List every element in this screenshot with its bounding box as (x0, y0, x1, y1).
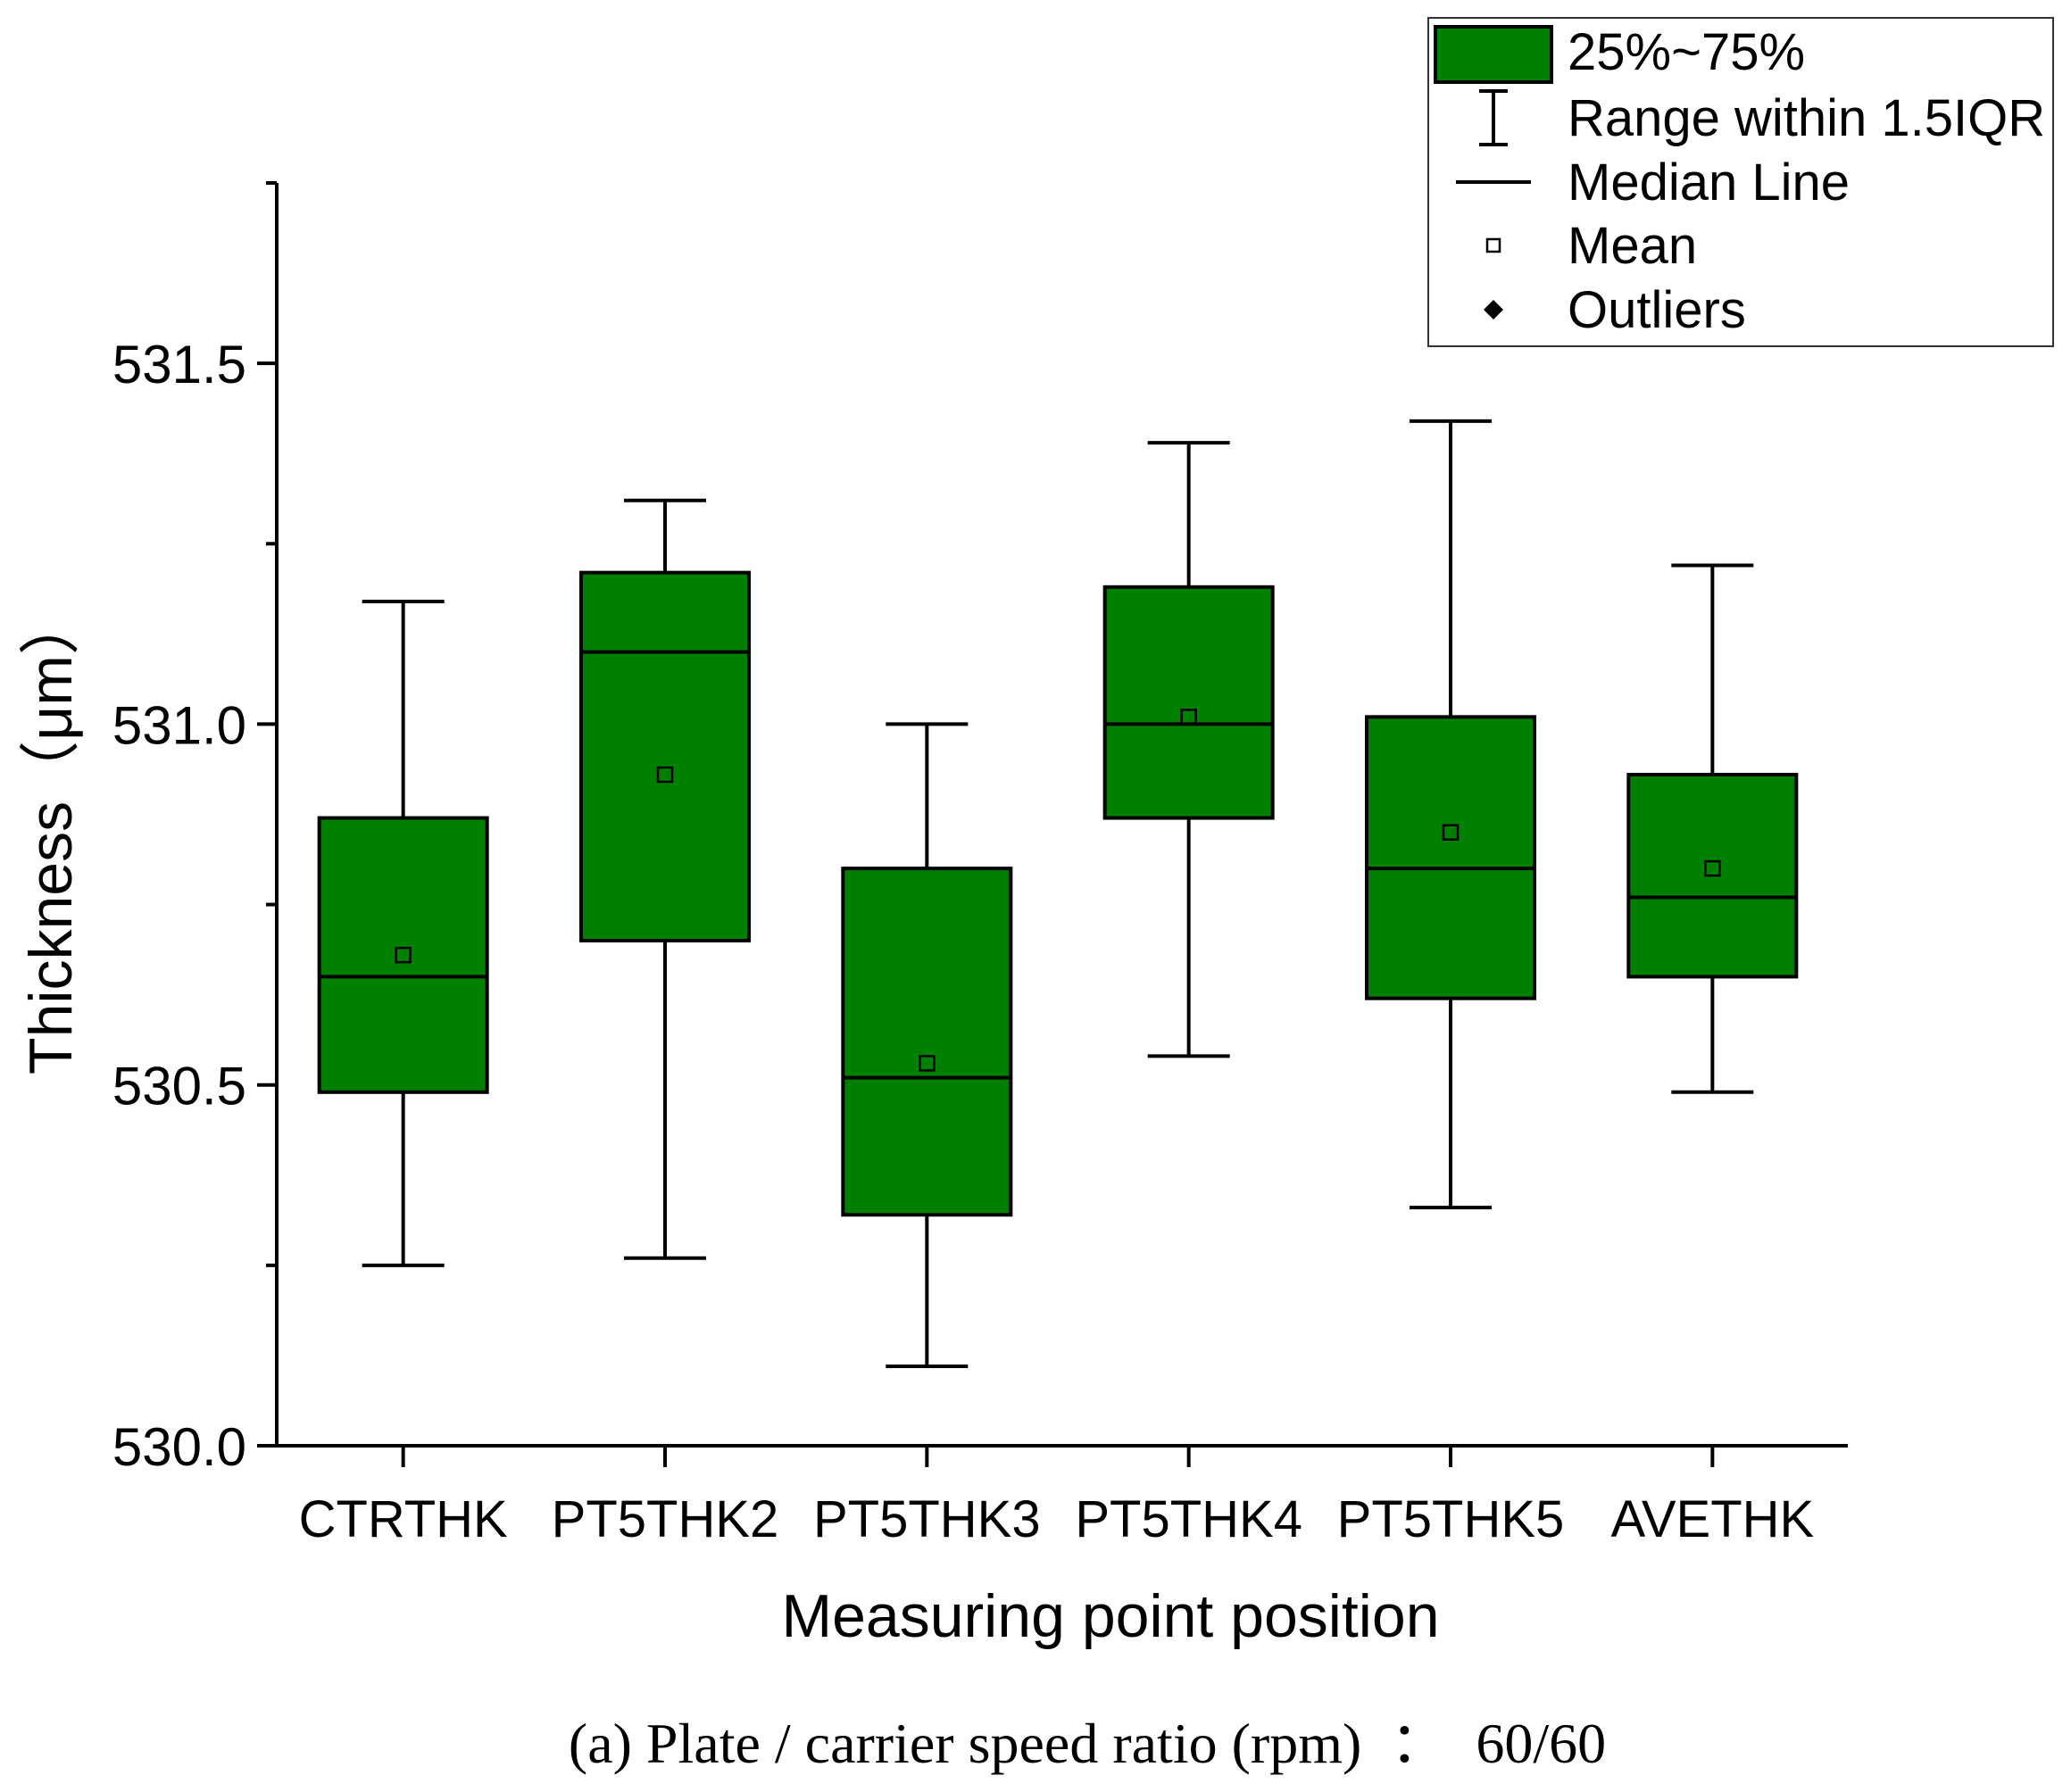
iqr-box (1365, 715, 1536, 1000)
iqr-box (579, 570, 751, 943)
box-pt5thk3 (841, 722, 1013, 1369)
legend-outlier-marker (1484, 300, 1503, 319)
y-tick-label: 530.5 (112, 1057, 246, 1116)
mean-marker (919, 1055, 936, 1072)
iqr-box (841, 867, 1013, 1217)
box-pt5thk4 (1102, 441, 1275, 1058)
box-ctrthk (317, 599, 489, 1267)
x-tick-label: PT5THK3 (813, 1490, 1041, 1548)
iqr-box (1626, 773, 1799, 979)
box-pt5thk5 (1365, 419, 1536, 1210)
legend-label: Outliers (1568, 281, 1746, 339)
y-tick-label: 530.0 (112, 1417, 246, 1477)
legend-label: 25%~75% (1568, 23, 1805, 81)
legend-symbol-outlier (1484, 300, 1503, 319)
legend-label: Median Line (1568, 153, 1850, 212)
figure-caption: (a) Plate / carrier speed ratio (rpm) ： … (569, 1712, 1606, 1775)
x-tick-label: PT5THK5 (1337, 1490, 1565, 1548)
x-tick-label: AVETHK (1610, 1490, 1814, 1548)
legend-symbol-box (1434, 25, 1553, 84)
legend-label: Range within 1.5IQR (1568, 89, 2045, 147)
box-series (317, 419, 1799, 1369)
iqr-box (1102, 585, 1275, 820)
mean-marker (1704, 859, 1721, 877)
axes: 530.0 530.5 531.0 531.5 CTRTHK PT5THK2 PT5THK3… (112, 181, 1848, 1548)
y-axis-label: Thickness（μm） (17, 594, 85, 1074)
x-tick-label: PT5THK2 (552, 1490, 779, 1548)
x-tick-label: CTRTHK (299, 1490, 508, 1548)
legend-symbol-mean (1485, 237, 1501, 253)
legend-label: Mean (1568, 217, 1697, 275)
legend: 25%~75% Range within 1.5IQR Median LineMea… (1427, 17, 2054, 347)
iqr-box (317, 816, 489, 1094)
mean-marker (395, 946, 412, 964)
legend-mean-marker (1485, 237, 1501, 253)
y-tick-label: 531.5 (112, 335, 246, 394)
box-avethk (1626, 563, 1799, 1094)
box-pt5thk2 (579, 498, 751, 1260)
x-axis-label: Measuring point position (781, 1582, 1439, 1650)
mean-marker (1180, 709, 1197, 726)
legend-box-swatch (1434, 25, 1553, 84)
mean-marker (656, 766, 674, 784)
y-tick-label: 531.0 (112, 695, 246, 755)
mean-marker (1442, 824, 1460, 841)
legend-symbol-whisker (1479, 89, 1508, 146)
x-tick-label: PT5THK4 (1075, 1490, 1302, 1548)
